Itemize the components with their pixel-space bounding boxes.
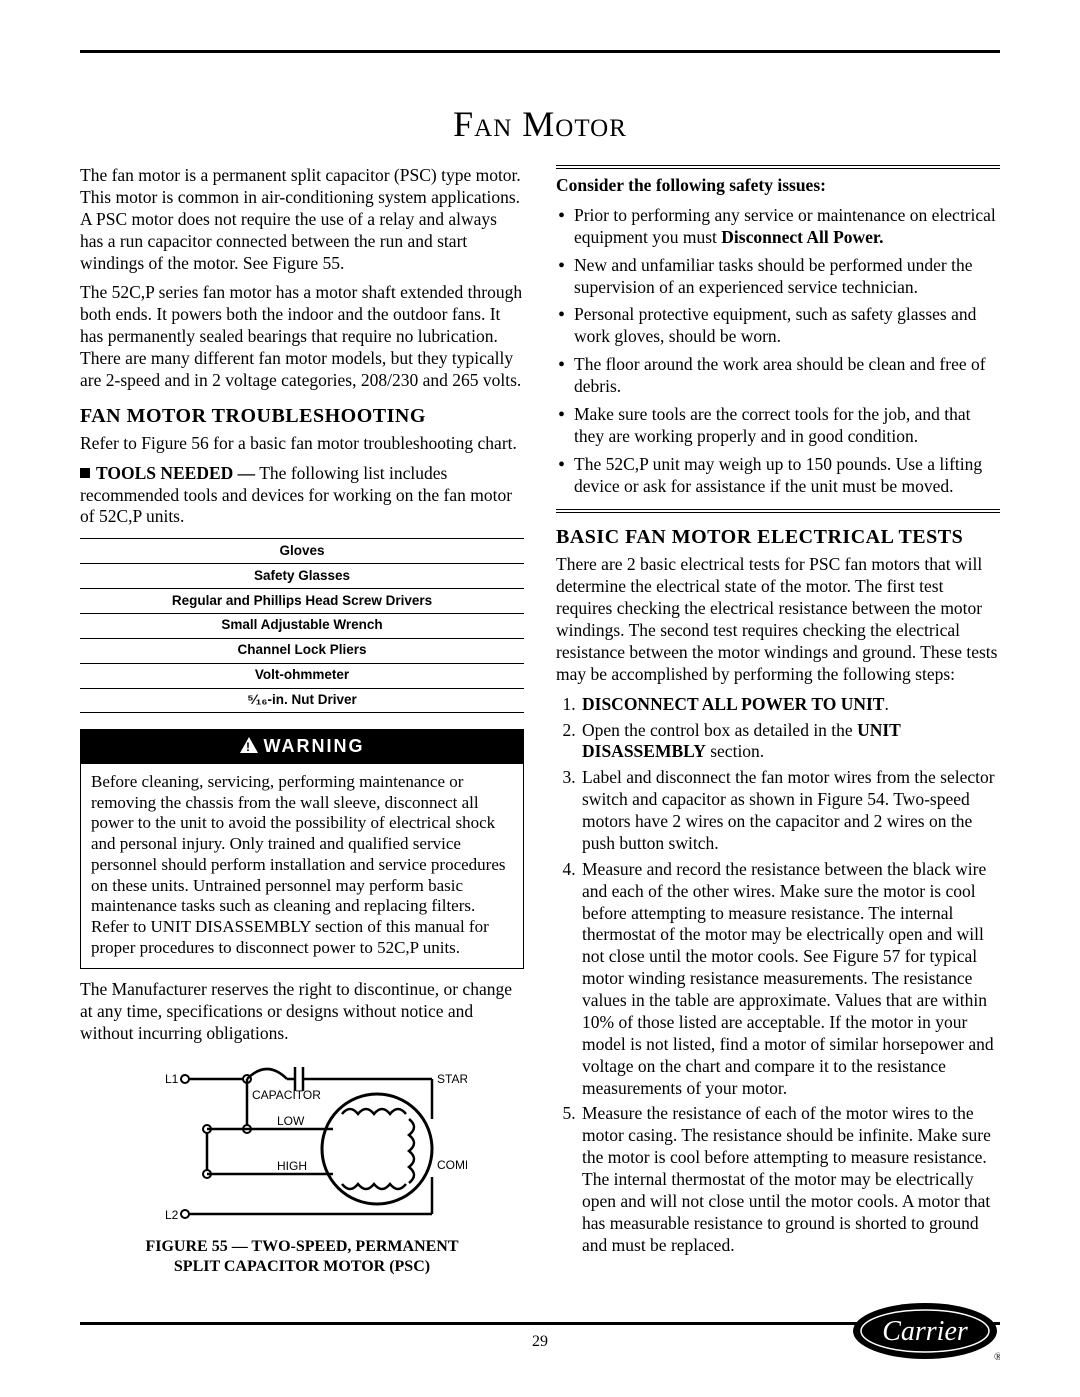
- intro-paragraph-1: The fan motor is a permanent split capac…: [80, 165, 524, 274]
- disclaimer: The Manufacturer reserves the right to d…: [80, 979, 524, 1045]
- warning-triangle-icon: !: [240, 736, 258, 759]
- safety-list-item: The 52C,P unit may weigh up to 150 pound…: [556, 454, 1000, 498]
- tools-table-cell: Channel Lock Pliers: [80, 638, 524, 663]
- safety-heading: Consider the following safety issues:: [556, 175, 1000, 197]
- svg-text:START: START: [437, 1072, 467, 1086]
- test-step: Measure and record the resistance betwee…: [580, 859, 1000, 1100]
- safety-list: Prior to performing any service or maint…: [556, 205, 1000, 498]
- safety-list-item: The floor around the work area should be…: [556, 354, 1000, 398]
- tools-table-cell: Safety Glasses: [80, 564, 524, 589]
- troubleshooting-paragraph: Refer to Figure 56 for a basic fan motor…: [80, 433, 524, 455]
- svg-text:LOW: LOW: [277, 1114, 305, 1128]
- warning-header: ! WARNING: [81, 730, 523, 764]
- tools-table-cell: Gloves: [80, 539, 524, 564]
- right-column: Consider the following safety issues: Pr…: [556, 165, 1000, 1277]
- motor-diagram: L1 CAPACITOR START LOW: [80, 1059, 524, 1277]
- test-steps: DISCONNECT ALL POWER TO UNIT. Open the co…: [556, 694, 1000, 1257]
- test-step: Open the control box as detailed in the …: [580, 720, 1000, 764]
- tests-heading: BASIC FAN MOTOR ELECTRICAL TESTS: [556, 525, 1000, 550]
- warning-box: ! WARNING Before cleaning, servicing, pe…: [80, 729, 524, 969]
- svg-text:L1: L1: [165, 1072, 179, 1086]
- tools-table-cell: Regular and Phillips Head Screw Drivers: [80, 589, 524, 614]
- svg-text:CAPACITOR: CAPACITOR: [252, 1088, 321, 1102]
- test-step: DISCONNECT ALL POWER TO UNIT.: [580, 694, 1000, 716]
- top-rule: [80, 50, 1000, 53]
- page-title: Fan Motor: [80, 103, 1000, 145]
- safety-list-item: Personal protective equipment, such as s…: [556, 304, 1000, 348]
- warning-body: Before cleaning, servicing, performing m…: [81, 764, 523, 969]
- tools-needed-intro: TOOLS NEEDED — The following list includ…: [80, 463, 524, 529]
- safety-box: Consider the following safety issues: Pr…: [556, 165, 1000, 513]
- svg-text:COMMON: COMMON: [437, 1158, 467, 1172]
- intro-paragraph-2: The 52C,P series fan motor has a motor s…: [80, 282, 524, 391]
- svg-text:L2: L2: [165, 1208, 179, 1222]
- two-column-layout: The fan motor is a permanent split capac…: [80, 165, 1000, 1277]
- tools-table-cell: ⁵⁄₁₆-in. Nut Driver: [80, 688, 524, 713]
- svg-text:!: !: [246, 740, 252, 753]
- svg-text:HIGH: HIGH: [277, 1159, 307, 1173]
- troubleshooting-heading: FAN MOTOR TROUBLESHOOTING: [80, 404, 524, 429]
- carrier-logo: Carrier ®: [850, 1300, 1000, 1367]
- left-column: The fan motor is a permanent split capac…: [80, 165, 524, 1277]
- svg-text:®: ®: [994, 1351, 1000, 1362]
- tools-table-cell: Small Adjustable Wrench: [80, 613, 524, 638]
- tools-table-cell: Volt-ohmmeter: [80, 663, 524, 688]
- svg-text:Carrier: Carrier: [882, 1316, 968, 1347]
- figure-caption: FIGURE 55 — TWO-SPEED, PERMANENT SPLIT C…: [80, 1237, 524, 1277]
- test-step: Label and disconnect the fan motor wires…: [580, 767, 1000, 855]
- safety-list-item: Make sure tools are the correct tools fo…: [556, 404, 1000, 448]
- square-bullet-icon: [80, 468, 90, 478]
- tools-table: GlovesSafety GlassesRegular and Phillips…: [80, 538, 524, 713]
- safety-list-item: Prior to performing any service or maint…: [556, 205, 1000, 249]
- test-step: Measure the resistance of each of the mo…: [580, 1103, 1000, 1256]
- safety-list-item: New and unfamiliar tasks should be perfo…: [556, 255, 1000, 299]
- tests-intro: There are 2 basic electrical tests for P…: [556, 554, 1000, 685]
